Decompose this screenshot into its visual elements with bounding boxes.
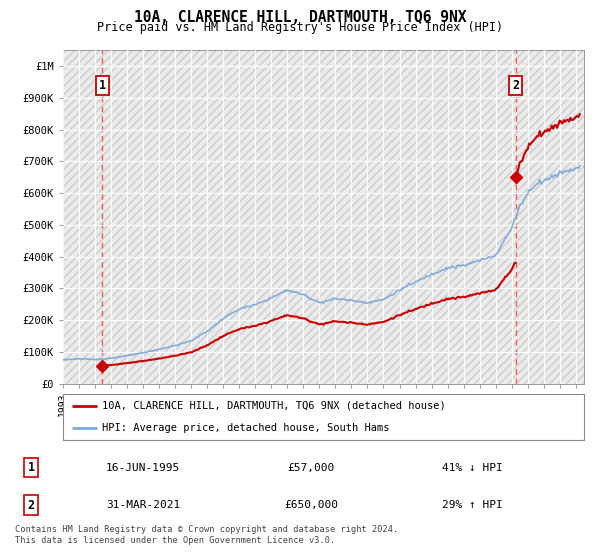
Text: 10A, CLARENCE HILL, DARTMOUTH, TQ6 9NX: 10A, CLARENCE HILL, DARTMOUTH, TQ6 9NX — [134, 10, 466, 25]
Text: 1: 1 — [99, 79, 106, 92]
Text: Price paid vs. HM Land Registry's House Price Index (HPI): Price paid vs. HM Land Registry's House … — [97, 21, 503, 34]
Text: 2: 2 — [28, 498, 35, 512]
Text: 16-JUN-1995: 16-JUN-1995 — [106, 463, 181, 473]
Text: 31-MAR-2021: 31-MAR-2021 — [106, 500, 181, 510]
Text: £650,000: £650,000 — [284, 500, 338, 510]
Text: 2: 2 — [512, 79, 519, 92]
Text: £57,000: £57,000 — [288, 463, 335, 473]
Text: Contains HM Land Registry data © Crown copyright and database right 2024.
This d: Contains HM Land Registry data © Crown c… — [15, 525, 398, 545]
Text: 29% ↑ HPI: 29% ↑ HPI — [443, 500, 503, 510]
Text: 10A, CLARENCE HILL, DARTMOUTH, TQ6 9NX (detached house): 10A, CLARENCE HILL, DARTMOUTH, TQ6 9NX (… — [102, 400, 446, 410]
Text: HPI: Average price, detached house, South Hams: HPI: Average price, detached house, Sout… — [102, 423, 389, 433]
Text: 1: 1 — [28, 461, 35, 474]
FancyBboxPatch shape — [63, 394, 584, 440]
Text: 41% ↓ HPI: 41% ↓ HPI — [443, 463, 503, 473]
